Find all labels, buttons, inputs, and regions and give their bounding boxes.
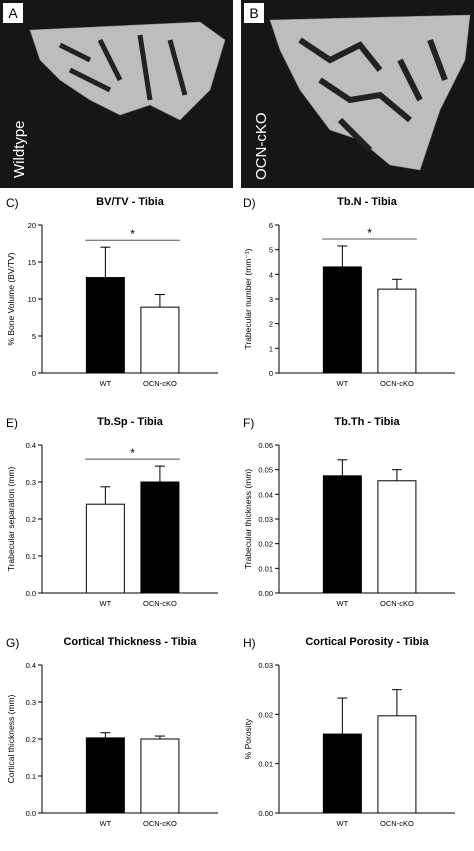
- y-tick-label: 0.4: [26, 441, 36, 450]
- y-tick-label: 0: [269, 369, 273, 378]
- x-tick-label: WT: [100, 819, 112, 828]
- panel-label: A: [8, 5, 18, 21]
- chart-title: Tb.Sp - Tibia: [97, 416, 164, 428]
- y-axis-label: Trabecular thickness (mm): [243, 469, 253, 569]
- x-tick-label: OCN-cKO: [380, 819, 414, 828]
- label-box: [244, 3, 264, 23]
- y-tick-label: 0.00: [258, 809, 273, 818]
- bar: [140, 306, 180, 374]
- label-box: [3, 3, 23, 23]
- panel-label: B: [249, 5, 258, 21]
- x-tick-label: WT: [100, 379, 112, 388]
- y-tick-label: 0.2: [26, 735, 36, 744]
- y-tick-label: 0.4: [26, 661, 36, 670]
- chart: D) Tb.N - Tibia Trabecular number (mm⁻¹) 0 1…: [243, 196, 455, 388]
- y-tick-label: 0.01: [258, 564, 273, 573]
- y-tick-label: 10: [28, 295, 36, 304]
- bar: [377, 715, 417, 814]
- chart: G) Cortical Thickness - Tibia Cortical thi…: [6, 636, 218, 828]
- x-tick-label: OCN-cKO: [143, 819, 177, 828]
- y-tick-label: 0.3: [26, 478, 36, 487]
- bone-pores: [298, 37, 448, 153]
- bar: [85, 503, 125, 594]
- y-tick-label: 6: [269, 221, 273, 230]
- y-tick-label: 0.1: [26, 552, 36, 561]
- y-tick-label: 0.1: [26, 772, 36, 781]
- chart: C) BV/TV - Tibia % Bone Volume (BV/TV) 0 5 10…: [6, 196, 218, 388]
- bar: [85, 737, 125, 814]
- y-tick-label: 0: [32, 369, 36, 378]
- x-tick-label: OCN-cKO: [143, 599, 177, 608]
- chart: E) Tb.Sp - Tibia Trabecular separation (mm…: [6, 416, 218, 608]
- bar: [140, 481, 180, 594]
- bar: [322, 733, 362, 814]
- significance-marker: *: [367, 226, 372, 240]
- y-axis-label: Trabecular number (mm⁻¹): [243, 248, 253, 349]
- panel-label: C): [6, 196, 19, 210]
- y-tick-label: 20: [28, 221, 36, 230]
- y-tick-label: 3: [269, 295, 273, 304]
- x-tick-label: WT: [337, 819, 349, 828]
- y-tick-label: 0.2: [26, 515, 36, 524]
- bone-pores: [58, 34, 188, 101]
- panel-label: F): [243, 416, 254, 430]
- panel-label: H): [243, 636, 256, 650]
- bar: [140, 738, 180, 814]
- bar: [377, 480, 417, 594]
- chart-title: Tb.Th - Tibia: [334, 416, 400, 428]
- bar: [322, 266, 362, 374]
- y-tick-label: 15: [28, 258, 36, 267]
- y-tick-label: 5: [32, 332, 36, 341]
- chart-title: BV/TV - Tibia: [96, 196, 165, 208]
- y-tick-label: 0.05: [258, 466, 273, 475]
- chart-title: Tb.N - Tibia: [337, 196, 398, 208]
- chart-title: Cortical Thickness - Tibia: [63, 636, 197, 648]
- bone-structure: [29, 21, 226, 121]
- y-tick-label: 1: [269, 344, 273, 353]
- y-tick-label: 0.0: [26, 809, 36, 818]
- y-tick-label: 4: [269, 270, 273, 279]
- chart-title: Cortical Porosity - Tibia: [305, 636, 429, 648]
- x-tick-label: OCN-cKO: [143, 379, 177, 388]
- genotype-caption: OCN-cKO: [253, 113, 270, 181]
- genotype-caption: Wildtype: [11, 120, 28, 178]
- x-tick-label: WT: [337, 379, 349, 388]
- y-axis-label: % Bone Volume (BV/TV): [6, 252, 16, 345]
- y-tick-label: 5: [269, 246, 273, 255]
- y-tick-label: 0.04: [258, 490, 273, 499]
- y-tick-label: 0.06: [258, 441, 273, 450]
- x-tick-label: OCN-cKO: [380, 379, 414, 388]
- x-tick-label: WT: [100, 599, 112, 608]
- panel-label: D): [243, 196, 256, 210]
- chart: F) Tb.Th - Tibia Trabecular thickness (mm)…: [243, 416, 455, 608]
- y-tick-label: 0.03: [258, 661, 273, 670]
- x-tick-label: WT: [337, 599, 349, 608]
- image-panel-a: A Wildtype: [0, 0, 233, 188]
- y-axis-label: Cortical thickness (mm): [6, 694, 16, 783]
- y-tick-label: 0.03: [258, 515, 273, 524]
- panel-label: G): [6, 636, 19, 650]
- y-tick-label: 0.02: [258, 540, 273, 549]
- y-tick-label: 0.01: [258, 760, 273, 769]
- y-tick-label: 0.02: [258, 710, 273, 719]
- y-axis-label: % Porosity: [243, 718, 253, 759]
- panel-label: E): [6, 416, 18, 430]
- x-tick-label: OCN-cKO: [380, 599, 414, 608]
- y-tick-label: 2: [269, 320, 273, 329]
- bar: [322, 475, 362, 594]
- y-tick-label: 0.00: [258, 589, 273, 598]
- bar: [377, 288, 417, 374]
- significance-marker: *: [130, 446, 135, 460]
- significance-marker: *: [130, 227, 135, 241]
- y-tick-label: 0.3: [26, 698, 36, 707]
- y-axis-label: Trabecular separation (mm): [6, 467, 16, 572]
- bar: [85, 277, 125, 374]
- chart: H) Cortical Porosity - Tibia % Porosity 0.0…: [243, 636, 455, 828]
- image-panel-b: B OCN-cKO: [241, 0, 474, 188]
- y-tick-label: 0.0: [26, 589, 36, 598]
